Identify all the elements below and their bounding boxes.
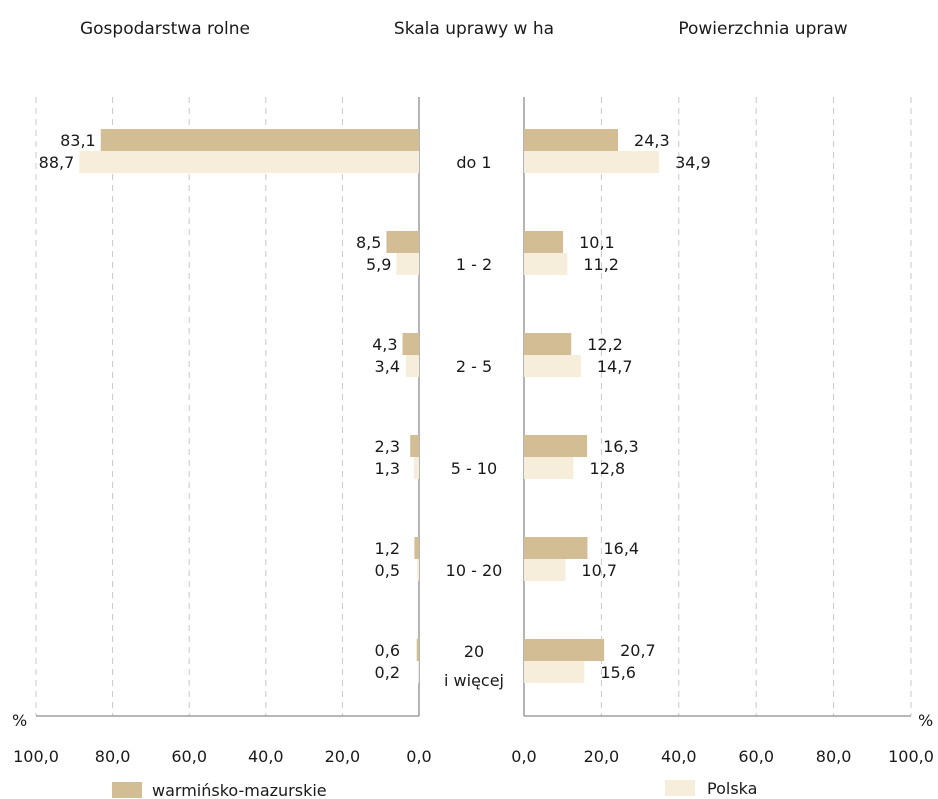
left-bar-pl — [79, 151, 420, 173]
right-tick-label: 40,0 — [661, 747, 697, 766]
left-tick-label: 0,0 — [406, 747, 431, 766]
left-value-label-pl: 1,3 — [375, 459, 400, 478]
legend-swatch-pl — [665, 780, 695, 796]
left-tick-label: 100,0 — [13, 747, 59, 766]
right-value-label-wm: 24,3 — [634, 131, 670, 150]
right-tick-label: 60,0 — [738, 747, 774, 766]
category-label: i więcej — [444, 671, 504, 690]
legend-swatch-wm — [112, 782, 142, 798]
right-value-label-wm: 10,1 — [579, 233, 615, 252]
right-value-label-pl: 10,7 — [581, 561, 617, 580]
right-bar-pl — [524, 457, 574, 479]
right-bar-wm — [524, 231, 564, 253]
left-bar-pl — [414, 457, 419, 479]
category-label: 20 — [464, 642, 484, 661]
left-value-label-wm: 4,3 — [372, 335, 397, 354]
left-bar-wm — [416, 639, 419, 661]
category-label: do 1 — [456, 153, 491, 172]
right-value-label-pl: 11,2 — [583, 255, 619, 274]
right-bar-wm — [524, 435, 588, 457]
right-value-label-wm: 20,7 — [620, 641, 656, 660]
left-value-label-wm: 1,2 — [375, 539, 400, 558]
left-value-label-wm: 2,3 — [375, 437, 400, 456]
right-tick-label: 0,0 — [511, 747, 536, 766]
left-bars: 83,1 88,7 8,5 5,9 4,3 3,4 2,3 1,3 1,2 0,5 0,6 0,2 — [39, 129, 420, 683]
left-value-label-wm: 83,1 — [60, 131, 96, 150]
right-tick-label: 80,0 — [816, 747, 852, 766]
left-chart-title: Gospodarstwa rolne — [80, 19, 250, 39]
category-label: 5 - 10 — [451, 459, 497, 478]
category-label: 2 - 5 — [456, 357, 492, 376]
center-axis-title: Skala uprawy w ha — [394, 19, 554, 39]
right-tick-label: 100,0 — [888, 747, 934, 766]
left-value-label-wm: 0,6 — [375, 641, 400, 660]
left-value-label-pl: 5,9 — [366, 255, 391, 274]
left-bar-wm — [100, 129, 420, 151]
right-value-label-pl: 34,9 — [675, 153, 711, 172]
right-bar-pl — [524, 355, 581, 377]
right-bar-wm — [524, 129, 619, 151]
legend-label-pl: Polska — [707, 779, 757, 798]
right-bar-pl — [524, 151, 660, 173]
left-value-label-pl: 88,7 — [39, 153, 75, 172]
right-value-label-pl: 15,6 — [600, 663, 636, 682]
right-bar-pl — [524, 661, 585, 683]
left-percent-sign: % — [12, 711, 27, 730]
right-value-label-wm: 12,2 — [587, 335, 623, 354]
category-label: 1 - 2 — [456, 255, 492, 274]
left-tick-label: 60,0 — [171, 747, 207, 766]
category-labels: do 1 1 - 2 2 - 5 5 - 10 10 - 20 20 i więcej — [444, 153, 504, 690]
left-bar-pl — [396, 253, 419, 275]
left-tick-label: 20,0 — [325, 747, 361, 766]
left-value-label-wm: 8,5 — [356, 233, 381, 252]
right-bar-pl — [524, 253, 568, 275]
right-value-label-pl: 12,8 — [590, 459, 626, 478]
right-chart-title: Powierzchnia upraw — [678, 19, 847, 39]
right-bars: 24,3 34,9 10,1 11,2 12,2 14,7 16,3 12,8 16,4 10,7… — [524, 129, 711, 683]
right-bar-wm — [524, 537, 588, 559]
legend: warmińsko-mazurskie Polska — [112, 779, 757, 799]
left-value-label-pl: 0,5 — [375, 561, 400, 580]
right-value-label-wm: 16,3 — [603, 437, 639, 456]
legend-label-wm: warmińsko-mazurskie — [152, 781, 327, 799]
left-bar-pl — [405, 355, 419, 377]
right-gridlines — [523, 97, 912, 717]
left-bar-wm — [402, 333, 419, 355]
left-bar-wm — [386, 231, 419, 253]
left-tick-label: 80,0 — [95, 747, 131, 766]
left-bar-wm — [410, 435, 419, 457]
right-tick-label: 20,0 — [584, 747, 620, 766]
category-label: 10 - 20 — [446, 561, 503, 580]
left-bar-wm — [414, 537, 419, 559]
left-bar-pl — [417, 559, 419, 581]
right-bar-wm — [524, 333, 572, 355]
left-bar-pl — [418, 661, 419, 683]
right-value-label-pl: 14,7 — [597, 357, 633, 376]
right-value-label-wm: 16,4 — [603, 539, 639, 558]
left-tick-label: 40,0 — [248, 747, 284, 766]
right-percent-sign: % — [918, 711, 933, 730]
left-value-label-pl: 3,4 — [375, 357, 400, 376]
left-value-label-pl: 0,2 — [375, 663, 400, 682]
left-gridlines — [35, 97, 420, 717]
right-bar-wm — [524, 639, 605, 661]
right-bar-pl — [524, 559, 566, 581]
tick-labels: 100,0 80,0 60,0 40,0 20,0 0,0 0,0 20,0 40,0 60,0 8… — [13, 747, 934, 766]
